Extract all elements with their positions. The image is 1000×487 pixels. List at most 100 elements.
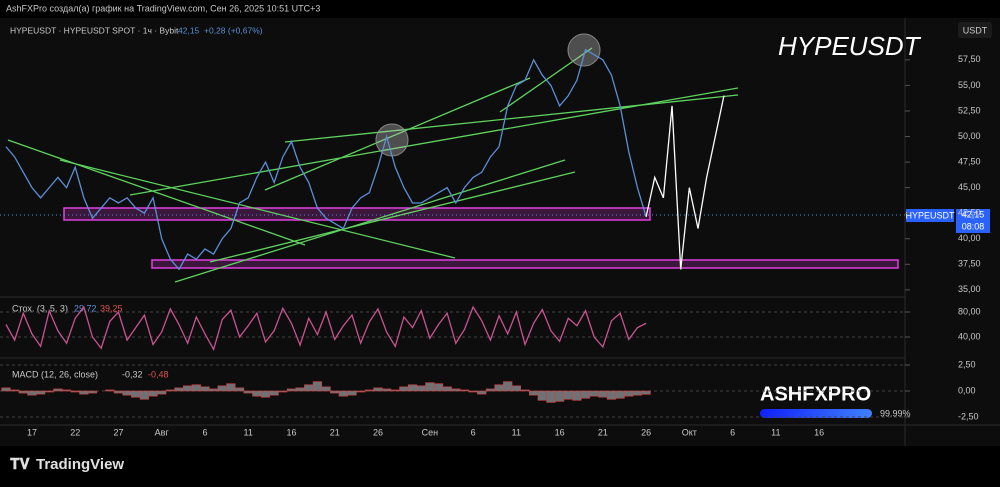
bar — [459, 389, 470, 392]
last-price: 42,15 — [178, 25, 200, 35]
price-tag-symbol-box — [906, 209, 954, 222]
x-tick-label: 17 — [27, 427, 37, 437]
bar — [433, 383, 444, 392]
y-tick-label: 80,00 — [958, 306, 981, 316]
price-tag-price: 42,15 — [962, 209, 985, 219]
bar — [44, 390, 54, 393]
bar — [105, 389, 115, 392]
bar — [27, 390, 37, 396]
y-tick-label: -2,50 — [958, 411, 979, 421]
macd-value: -0,32 — [122, 369, 143, 379]
bar — [364, 389, 374, 392]
bar — [330, 390, 340, 394]
watermark-brand: ASHFXPRO — [760, 383, 871, 405]
trendline — [209, 171, 576, 263]
bar — [217, 385, 227, 392]
y-tick-label: 35,00 — [958, 284, 981, 294]
bar — [148, 390, 158, 397]
bar — [390, 389, 400, 392]
stoch-legend: Стох. (3, 5, 3) — [12, 303, 68, 313]
bar — [529, 390, 539, 396]
x-tick-label: Окт — [682, 427, 697, 437]
bar — [356, 390, 366, 393]
bar — [252, 390, 262, 397]
bar — [269, 390, 279, 396]
bar — [70, 390, 80, 393]
y-tick-label: 52,50 — [958, 105, 981, 115]
bar — [615, 390, 625, 399]
support-zone — [151, 259, 899, 269]
y-tick-label: 50,00 — [958, 131, 981, 141]
bar — [260, 390, 271, 398]
price-tag-countdown: 08:08 — [962, 221, 985, 231]
x-tick-label: 11 — [771, 427, 780, 437]
bar — [503, 381, 513, 392]
x-tick-label: 26 — [373, 427, 383, 437]
watermark-progress: 99.99% — [880, 408, 911, 418]
bar — [347, 390, 357, 396]
stoch-value: 29,72 — [74, 303, 97, 313]
footer-logo: 𝐓𝐕 — [10, 456, 31, 473]
price-tag-symbol: HYPEUSDT — [905, 210, 955, 220]
bar — [606, 390, 617, 400]
bar — [183, 385, 193, 392]
bar — [485, 388, 496, 392]
bar — [580, 390, 591, 399]
bar — [572, 390, 582, 401]
bar — [18, 390, 28, 394]
x-tick-label: 16 — [286, 427, 296, 437]
bar — [79, 390, 89, 395]
x-tick-label: Сен — [422, 427, 439, 437]
bar — [304, 384, 314, 392]
bar — [598, 390, 608, 398]
bar — [122, 390, 132, 396]
support-zone — [63, 207, 651, 221]
unit-box — [958, 22, 992, 38]
bar — [226, 383, 236, 392]
line — [5, 305, 647, 352]
bar — [10, 389, 20, 392]
y-tick-label: 40,00 — [958, 331, 981, 341]
chart-title: HYPEUSDT — [778, 31, 922, 61]
bar — [35, 390, 46, 395]
bar — [442, 386, 452, 392]
y-tick-label: 45,00 — [958, 182, 981, 192]
progress-bar — [760, 409, 872, 418]
bar — [61, 389, 72, 392]
bar — [407, 384, 418, 392]
bar — [321, 386, 331, 392]
bar — [53, 388, 63, 392]
bar — [373, 387, 383, 392]
bar — [131, 390, 141, 398]
trendline — [7, 139, 306, 246]
macd-value: -0,48 — [148, 369, 169, 379]
bar — [511, 385, 521, 392]
y-tick-label: 42,50 — [958, 208, 981, 218]
bar — [520, 389, 530, 392]
x-tick-label: 27 — [113, 427, 123, 437]
highlight-circle — [375, 123, 409, 157]
credit: AshFXPro создал(а) график на TradingView… — [6, 3, 320, 13]
bar — [477, 390, 487, 395]
bar — [165, 389, 175, 392]
x-tick-label: 6 — [202, 427, 207, 437]
y-axis-label: USDT — [963, 25, 988, 35]
bar — [234, 387, 245, 392]
bar — [563, 390, 573, 400]
trendline — [59, 159, 456, 259]
bar — [381, 388, 392, 392]
y-tick-label: 0,00 — [958, 385, 976, 395]
x-tick-label: 6 — [730, 427, 735, 437]
x-tick-label: 16 — [814, 427, 824, 437]
highlight-circle — [567, 33, 601, 67]
bar — [632, 390, 643, 396]
chart-area — [0, 18, 1000, 446]
x-tick-label: 26 — [641, 427, 651, 437]
trendline — [284, 94, 739, 143]
x-tick-label: Авг — [155, 427, 170, 437]
bar — [589, 390, 599, 397]
y-tick-label: 55,00 — [958, 80, 981, 90]
x-tick-label: 21 — [330, 427, 340, 437]
bar — [554, 390, 565, 402]
